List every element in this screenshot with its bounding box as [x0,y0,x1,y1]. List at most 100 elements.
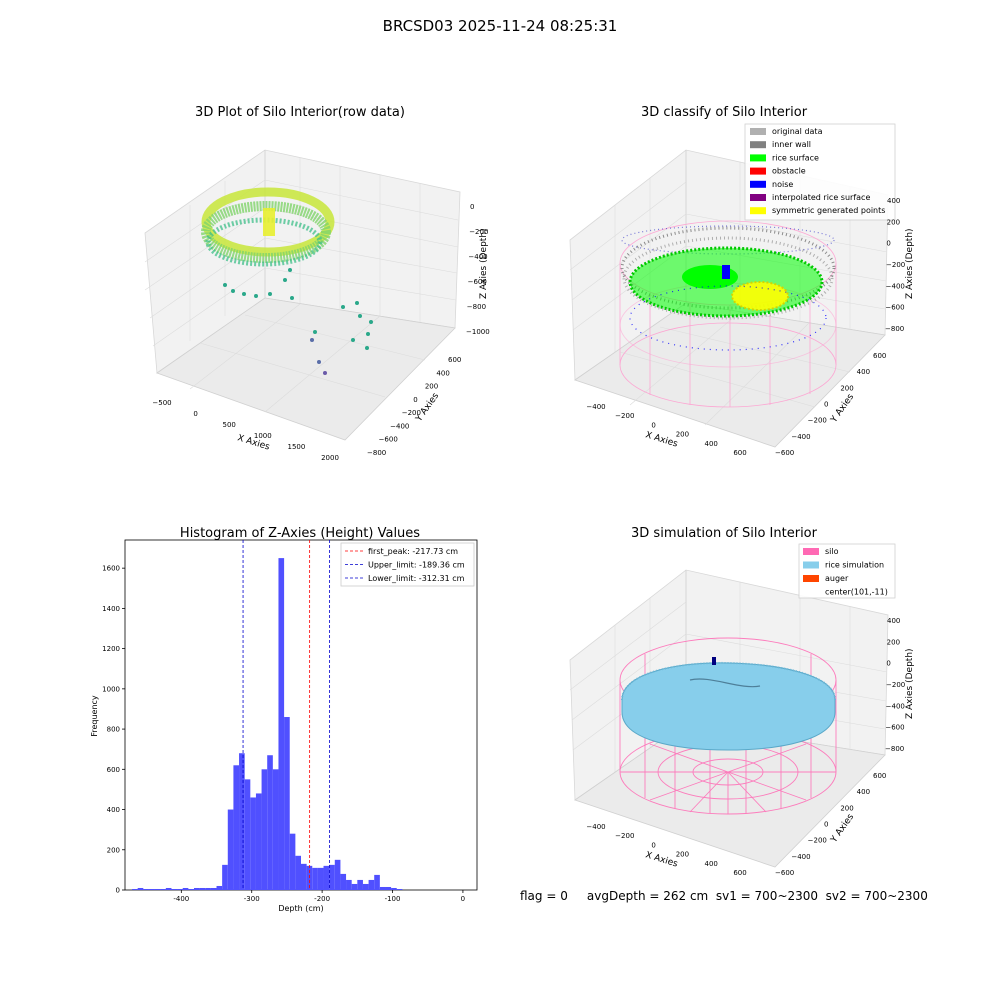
histogram-vlines [242,540,331,890]
histogram-bar [272,769,279,890]
raw-scatter-points [223,268,373,375]
histogram-bar [368,879,375,890]
legend-label: rice simulation [825,561,884,570]
simulation-x-axis-label: X Axies [644,850,679,869]
y-tick-label: 200 [107,846,120,854]
x-tick-label: 0 [461,895,465,903]
histogram-bar [193,887,200,890]
tick-label: 0 [824,401,828,409]
y-tick-label: 400 [107,806,120,814]
histogram-bar [216,885,223,890]
legend-label: Lower_limit: -312.31 cm [368,574,465,583]
tick-label: −400 [791,853,810,861]
histogram-bar [278,558,285,890]
legend-label: symmetric generated points [772,206,885,215]
histogram-bar [301,863,307,890]
classify-legend: original data inner wall rice surface obsta… [744,123,896,221]
tick-label: 400 [705,440,718,448]
x-tick-label: -400 [173,895,189,903]
histogram-bars [132,558,403,890]
histogram-y-axis-label: Frequency [90,695,99,737]
raw-x-ticks: −500 0 500 1000 1500 2000 [152,399,339,462]
tick-label: −200 [402,409,421,417]
legend-label: original data [772,127,823,136]
tick-label: −1000 [466,328,490,336]
tick-label: 500 [223,421,236,429]
tick-label: 0 [824,821,828,829]
legend-swatch [750,141,766,149]
figure-title: BRCSD03 2025-11-24 08:25:31 [382,17,618,35]
legend-swatch [750,194,766,201]
classify-y-axis-label: Y Axies [829,392,857,425]
y-tick-label: 800 [107,726,120,734]
histogram-bar [351,883,358,890]
simulation-3d-plot: 3D simulation of Silo Interior [569,526,915,877]
histogram-plot-area [124,539,478,891]
tick-label: 600 [733,869,746,877]
legend-label: Upper_limit: -189.36 cm [368,561,465,570]
histogram-bar [396,888,403,890]
tick-label: −800 [367,449,386,457]
histogram-bar [334,859,341,890]
histogram-bar [137,887,144,890]
histogram-bar [261,769,268,890]
tick-label: 600 [448,356,461,364]
histogram-bar [329,864,335,890]
tick-label: −400 [791,433,810,441]
classify-x-ticks: −400 −200 0 200 400 600 [586,403,746,457]
histogram-chart: Histogram of Z-Axies (Height) Values -40… [90,526,478,913]
tick-label: 0 [193,410,197,418]
classify-x-axis-label: X Axies [644,430,679,449]
classify-silo-wireframe [619,220,837,408]
y-tick-label: 1000 [102,685,120,693]
y-tick-label: 1600 [102,565,120,573]
histogram-bar [295,855,301,890]
histogram-bar [289,833,296,890]
tick-label: 1000 [254,432,272,440]
legend-label: interpolated rice surface [772,193,870,202]
legend-swatch [750,207,766,215]
y-tick-label: 1400 [102,605,120,613]
raw-data-3d-plot: 3D Plot of Silo Interior(row data) [144,105,490,462]
tick-label: −600 [379,436,398,444]
tick-label: −600 [885,304,904,312]
tick-label: −500 [152,399,171,407]
raw-y-ticks: 600 400 200 0 −200 −400 −600 −800 [367,356,461,457]
tick-label: 200 [676,851,689,859]
histogram-bar [346,879,352,890]
tick-label: 600 [873,352,886,360]
histogram-bar [227,809,234,890]
tick-label: −400 [586,403,605,411]
histogram-bar [374,874,380,890]
tick-label: 600 [733,449,746,457]
tick-label: −200 [886,261,905,269]
legend-label: rice surface [772,153,819,162]
legend-swatch [803,548,819,555]
tick-label: 400 [857,368,870,376]
simulation-y-axis-label: Y Axies [829,812,857,845]
histogram-bar [143,888,149,890]
tick-label: 200 [887,218,900,226]
simulation-floor-pane [574,722,886,868]
histogram-bar [199,887,206,890]
simulation-legend: silo rice simulation auger center(101,-11) [798,543,896,599]
histogram-bar [239,753,245,890]
y-tick-label: 600 [107,766,120,774]
tick-label: −200 [886,681,905,689]
simulation-rice-surface [621,662,836,751]
histogram-bar [340,873,347,890]
tick-label: 0 [651,841,655,849]
legend-label: auger [825,574,849,583]
tick-label: 0 [886,240,890,248]
legend-label: center(101,-11) [825,588,888,597]
tick-label: −200 [615,412,634,420]
histogram-bar [255,793,262,890]
tick-label: 600 [873,772,886,780]
histogram-bar [160,888,166,890]
histogram-bar [171,888,178,890]
histogram-x-ticks: -400 -300 -200 -100 0 [173,890,465,903]
histogram-bar [210,887,217,890]
histogram-title: Histogram of Z-Axies (Height) Values [180,526,420,541]
classify-plot-title: 3D classify of Silo Interior [641,105,808,120]
